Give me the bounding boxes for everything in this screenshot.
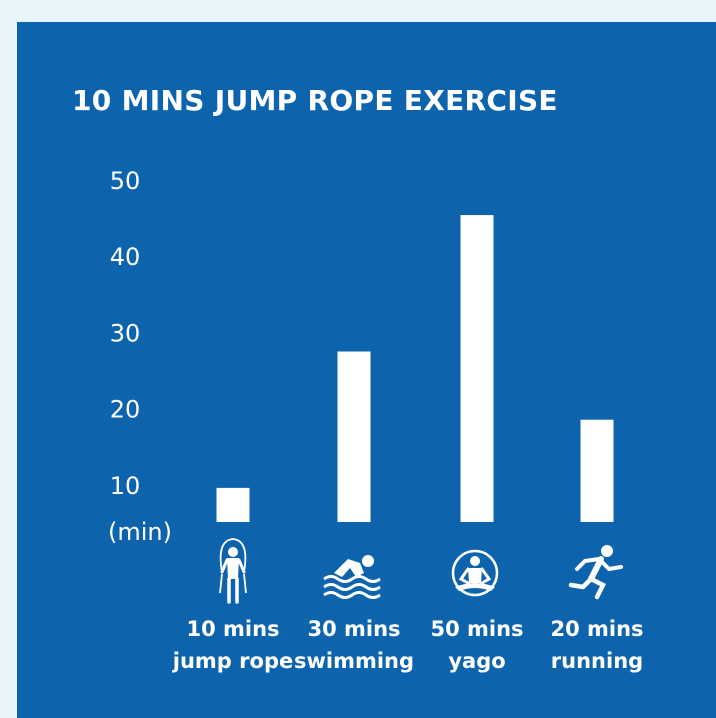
swimming-icon xyxy=(323,555,381,599)
bar xyxy=(460,215,494,522)
bar xyxy=(337,351,371,522)
chart-title: 10 MINS JUMP ROPE EXERCISE xyxy=(72,84,558,117)
category-labels: 10 mins jump rope 30 mins swimming 50 mins ya… xyxy=(172,617,644,673)
y-tick-label: 20 xyxy=(110,396,141,424)
y-tick-label: 50 xyxy=(110,167,141,195)
category-label-activity: yago xyxy=(448,649,505,673)
bars xyxy=(216,215,614,522)
category-label-activity: jump rope xyxy=(172,649,293,673)
y-axis: 10 20 30 40 50 xyxy=(110,167,141,500)
category-label-duration: 50 mins xyxy=(430,617,523,641)
yoga-icon xyxy=(451,549,499,597)
category-label-duration: 20 mins xyxy=(550,617,643,641)
category-label-activity: running xyxy=(551,649,643,673)
category-label-activity: swimming xyxy=(294,649,414,673)
y-tick-label: 30 xyxy=(110,319,141,347)
y-axis-unit-label: (min) xyxy=(108,518,172,546)
category-label-duration: 10 mins xyxy=(186,617,279,641)
bar xyxy=(216,487,250,522)
bar xyxy=(580,419,614,522)
category-label-duration: 30 mins xyxy=(307,617,400,641)
y-tick-label: 10 xyxy=(110,472,141,500)
y-tick-label: 40 xyxy=(110,243,141,271)
running-icon xyxy=(568,545,623,600)
jump-rope-icon xyxy=(219,538,247,604)
